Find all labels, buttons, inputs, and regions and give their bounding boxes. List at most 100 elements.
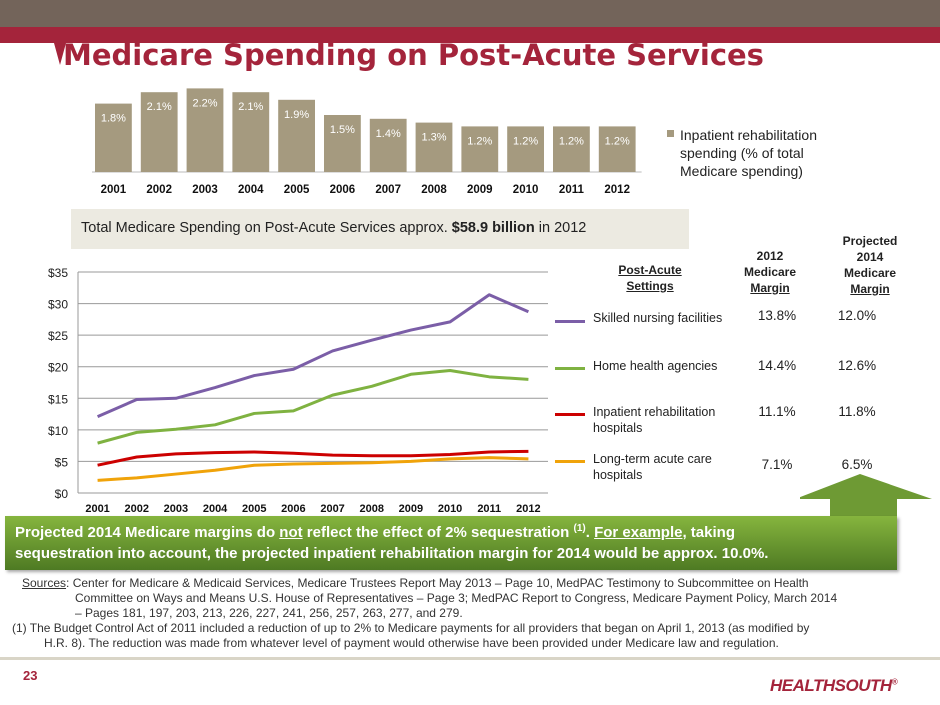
y-tick: $5 xyxy=(55,455,69,469)
banner-line-2: sequestration into account, the projecte… xyxy=(15,545,769,562)
bar-label: 2.1% xyxy=(238,101,263,113)
h14-l3: Medicare xyxy=(843,266,897,280)
footnote-l1: (1) The Budget Control Act of 2011 inclu… xyxy=(12,621,810,635)
bar-xtick: 2002 xyxy=(146,184,172,196)
x-tick: 2011 xyxy=(477,503,501,515)
sources-l2: Committee on Ways and Means U.S. House o… xyxy=(75,591,838,605)
total-spending-box: Total Medicare Spending on Post-Acute Se… xyxy=(71,209,689,249)
y-tick: $35 xyxy=(48,266,68,280)
bar-label: 2.2% xyxy=(192,97,217,109)
row-margin2012-irh: 11.1% xyxy=(758,404,796,419)
x-tick: 2006 xyxy=(281,503,305,515)
row-margin2014-irh: 11.8% xyxy=(838,404,876,419)
bar-xtick: 2007 xyxy=(375,184,401,196)
total-prefix: Total Medicare Spending on Post-Acute Se… xyxy=(81,220,452,236)
b1c: reflect the effect of 2% sequestration xyxy=(302,524,574,541)
legend-line-hha xyxy=(555,367,585,370)
page-title: Medicare Spending on Post-Acute Services xyxy=(63,38,764,72)
bar-xtick: 2006 xyxy=(330,184,356,196)
header-margin-2012: 2012 Medicare Margin xyxy=(735,248,805,296)
y-tick: $15 xyxy=(48,392,68,406)
h14-l4: Margin xyxy=(850,282,890,296)
x-tick: 2009 xyxy=(399,503,423,515)
bar-2011 xyxy=(553,126,590,172)
page-number: 23 xyxy=(23,668,38,683)
bar-label: 1.4% xyxy=(376,128,401,140)
bar-2004 xyxy=(232,92,270,172)
bar-label: 2.1% xyxy=(147,101,172,113)
bar-2001 xyxy=(95,103,132,172)
bar-label: 1.2% xyxy=(467,135,492,147)
total-spending-text: Total Medicare Spending on Post-Acute Se… xyxy=(81,220,586,236)
legend-text: Medicare spending) xyxy=(680,163,803,179)
ltach-l2: hospitals xyxy=(593,468,643,482)
bar-2010 xyxy=(507,126,544,172)
row-setting-ltach: Long-term acute care hospitals xyxy=(593,451,733,483)
irh-l1: Inpatient rehabilitation xyxy=(593,405,716,419)
y-tick: $20 xyxy=(48,361,68,375)
sources-label: Sources xyxy=(22,576,67,590)
bar-chart: 1.8% 2001 2.1% 2002 2.2% 2003 2.1% 2004 1.9% 2005… xyxy=(92,88,817,196)
sources-l1: : Center for Medicare & Medicaid Service… xyxy=(66,576,809,590)
row-margin2014-ltach: 6.5% xyxy=(841,457,873,472)
sources: Sources: Center for Medicare & Medicaid … xyxy=(12,576,927,651)
x-tick: 2001 xyxy=(85,503,109,515)
x-tick: 2005 xyxy=(242,503,266,515)
bar-xtick: 2005 xyxy=(284,184,310,196)
bar-xtick: 2003 xyxy=(192,184,218,196)
header-settings-l2: Settings xyxy=(626,279,674,293)
row-margin2012-hha: 14.4% xyxy=(757,358,797,373)
b1a: Projected 2014 Medicare margins do xyxy=(15,524,280,541)
series-line-home-health-agencies xyxy=(97,369,529,445)
header-margin-2014: Projected 2014 Medicare Margin xyxy=(830,233,910,297)
sequestration-banner: Projected 2014 Medicare margins do not r… xyxy=(5,516,897,570)
b1b: not xyxy=(279,524,303,541)
row-setting-snf: Skilled nursing facilities xyxy=(593,311,723,325)
up-arrow-icon xyxy=(800,474,932,524)
header-band xyxy=(0,0,940,27)
b1e: For example xyxy=(594,524,683,541)
header-accent-band xyxy=(0,27,940,43)
legend-line-ltach xyxy=(555,460,585,463)
y-tick: $10 xyxy=(48,424,68,438)
sources-l3: – Pages 181, 197, 203, 213, 226, 227, 24… xyxy=(75,606,463,620)
line-chart: $0 $5 $10 $15 $20 $25 $30 $35 2001 2002 2003 2004 20… xyxy=(48,266,548,515)
legend-line-snf xyxy=(555,320,585,323)
h12-l2: Medicare xyxy=(743,265,797,279)
x-tick: 2010 xyxy=(438,503,462,515)
legend-text: Inpatient rehabilitation xyxy=(680,127,817,143)
h12-l1: 2012 xyxy=(756,249,784,263)
y-tick: $0 xyxy=(55,487,69,501)
bar-2003 xyxy=(186,88,224,172)
bar-2009 xyxy=(461,126,499,172)
total-amount: $58.9 billion xyxy=(451,220,535,236)
series-line-inpatient-rehabilitation-hospitals xyxy=(97,449,529,467)
x-tick: 2007 xyxy=(320,503,344,515)
healthsouth-logo: HEALTHSOUTH® xyxy=(770,676,898,695)
row-setting-irh: Inpatient rehabilitation hospitals xyxy=(593,404,733,436)
bar-2005 xyxy=(278,99,315,172)
y-tick: $25 xyxy=(48,329,68,343)
bar-label: 1.2% xyxy=(513,135,538,147)
row-margin2014-snf: 12.0% xyxy=(837,308,877,323)
bar-2002 xyxy=(140,92,178,172)
x-tick: 2003 xyxy=(164,503,188,515)
bar-label: 1.9% xyxy=(284,109,309,121)
bar-xtick: 2009 xyxy=(467,184,493,196)
bar-xtick: 2012 xyxy=(604,184,630,196)
bar-2008 xyxy=(415,122,453,172)
b1f: , taking xyxy=(682,524,735,541)
bar-label: 1.3% xyxy=(421,132,446,144)
bar-label: 1.2% xyxy=(559,135,584,147)
bar-xtick: 2008 xyxy=(421,184,447,196)
row-margin2012-snf: 13.8% xyxy=(757,308,797,323)
x-tick: 2012 xyxy=(516,503,540,515)
bar-xtick: 2011 xyxy=(559,184,585,196)
h14-l1: Projected xyxy=(842,234,898,248)
total-suffix: in 2012 xyxy=(534,220,587,236)
x-tick: 2004 xyxy=(203,503,228,515)
bar-2012 xyxy=(598,126,636,172)
h14-l2: 2014 xyxy=(856,250,884,264)
series-line-skilled-nursing-facilities xyxy=(96,293,530,418)
x-tick: 2008 xyxy=(360,503,384,515)
